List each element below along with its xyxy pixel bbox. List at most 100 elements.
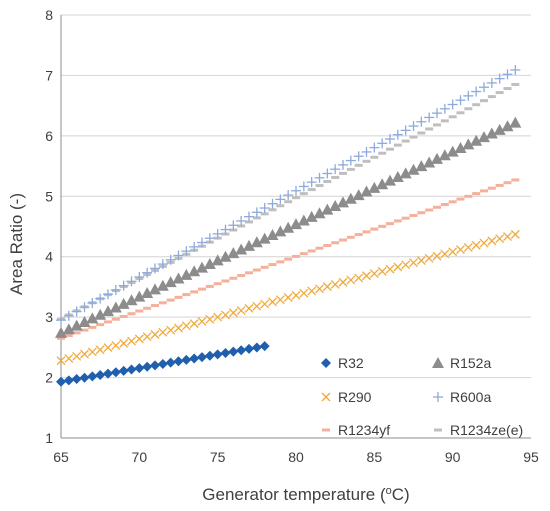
data-point: [134, 363, 145, 374]
data-point: [111, 317, 120, 321]
data-point: [307, 188, 316, 192]
y-tick-label: 6: [45, 128, 53, 144]
data-point: [219, 250, 232, 262]
data-point: [487, 95, 496, 99]
data-point: [401, 260, 411, 270]
data-point: [211, 254, 224, 266]
data-point: [502, 69, 513, 80]
data-point: [470, 134, 483, 146]
data-point: [386, 222, 394, 226]
data-point: [291, 290, 301, 300]
x-axis-title-main: Generator temperature (: [202, 485, 386, 504]
data-point: [259, 203, 270, 214]
data-point: [330, 164, 341, 175]
data-point: [479, 82, 489, 93]
data-point: [495, 183, 504, 187]
legend-label: R290: [338, 389, 372, 405]
data-point: [339, 171, 347, 175]
data-point: [331, 175, 340, 179]
data-point: [415, 160, 428, 172]
data-point: [471, 240, 481, 250]
data-point: [297, 214, 310, 226]
data-point: [472, 103, 481, 107]
data-point: [174, 323, 183, 333]
legend-item: R32: [321, 355, 364, 371]
data-point: [203, 257, 216, 269]
data-point: [55, 326, 67, 338]
series-R1234yf: [57, 178, 520, 340]
data-point: [480, 189, 488, 193]
x-tick-label: 85: [367, 449, 383, 465]
data-point: [110, 284, 121, 295]
data-point: [141, 286, 154, 298]
data-point: [158, 327, 168, 337]
data-point: [87, 347, 97, 357]
data-point: [252, 216, 261, 220]
data-point: [243, 239, 255, 251]
data-point: [164, 276, 177, 288]
data-point: [151, 304, 159, 308]
data-point: [503, 87, 512, 91]
data-point: [188, 265, 201, 277]
data-point: [456, 245, 465, 255]
legend-marker: [322, 428, 330, 432]
legend-label: R32: [338, 355, 364, 371]
data-point: [103, 289, 113, 300]
data-point: [440, 249, 450, 259]
y-tick-label: 5: [45, 188, 53, 204]
data-point: [204, 233, 215, 244]
data-point: [204, 350, 215, 361]
data-point: [339, 238, 347, 242]
data-point: [259, 341, 270, 352]
legend-item: R600a: [433, 389, 491, 405]
data-point: [503, 232, 512, 241]
data-point: [228, 346, 239, 357]
data-point: [440, 119, 449, 123]
data-point: [228, 220, 239, 231]
data-point: [227, 247, 240, 259]
data-point: [464, 107, 473, 111]
x-axis-title-end: C): [392, 485, 410, 504]
y-axis-title: Area Ratio (-): [7, 193, 26, 295]
data-point: [433, 123, 441, 127]
data-point: [157, 259, 168, 270]
data-point: [275, 295, 285, 305]
data-point: [330, 279, 340, 289]
data-point: [338, 159, 348, 170]
data-point: [378, 224, 387, 228]
data-point: [495, 234, 505, 244]
data-point: [80, 349, 89, 359]
legend-label: R1234ze(e): [450, 422, 523, 438]
data-point: [251, 207, 262, 218]
tick-layer: 1 2 3 4 5 6 7 8 65 70 75 80 85 90 95: [45, 7, 539, 465]
data-point: [299, 288, 309, 298]
data-point: [306, 177, 317, 188]
data-point: [323, 180, 332, 184]
data-point: [416, 256, 426, 265]
data-point: [346, 235, 355, 239]
data-point: [478, 131, 490, 143]
data-point: [118, 365, 129, 376]
legend-marker: [433, 392, 443, 402]
data-point: [290, 218, 302, 230]
data-point: [110, 367, 121, 378]
data-point: [291, 185, 301, 196]
data-point: [407, 163, 420, 175]
data-point: [79, 372, 90, 383]
data-point: [283, 293, 293, 302]
data-point: [344, 192, 357, 204]
data-point: [448, 115, 457, 119]
legend-item: R152a: [432, 355, 491, 371]
data-point: [275, 194, 286, 205]
data-point: [180, 268, 193, 280]
data-point: [94, 308, 107, 320]
data-point: [337, 196, 349, 208]
x-tick-label: 65: [53, 449, 69, 465]
data-point: [424, 253, 434, 263]
legend-label: R152a: [450, 355, 491, 371]
data-point: [370, 155, 379, 159]
data-point: [134, 272, 145, 283]
data-point: [345, 155, 356, 166]
data-point: [56, 376, 66, 387]
data-point: [354, 163, 363, 167]
